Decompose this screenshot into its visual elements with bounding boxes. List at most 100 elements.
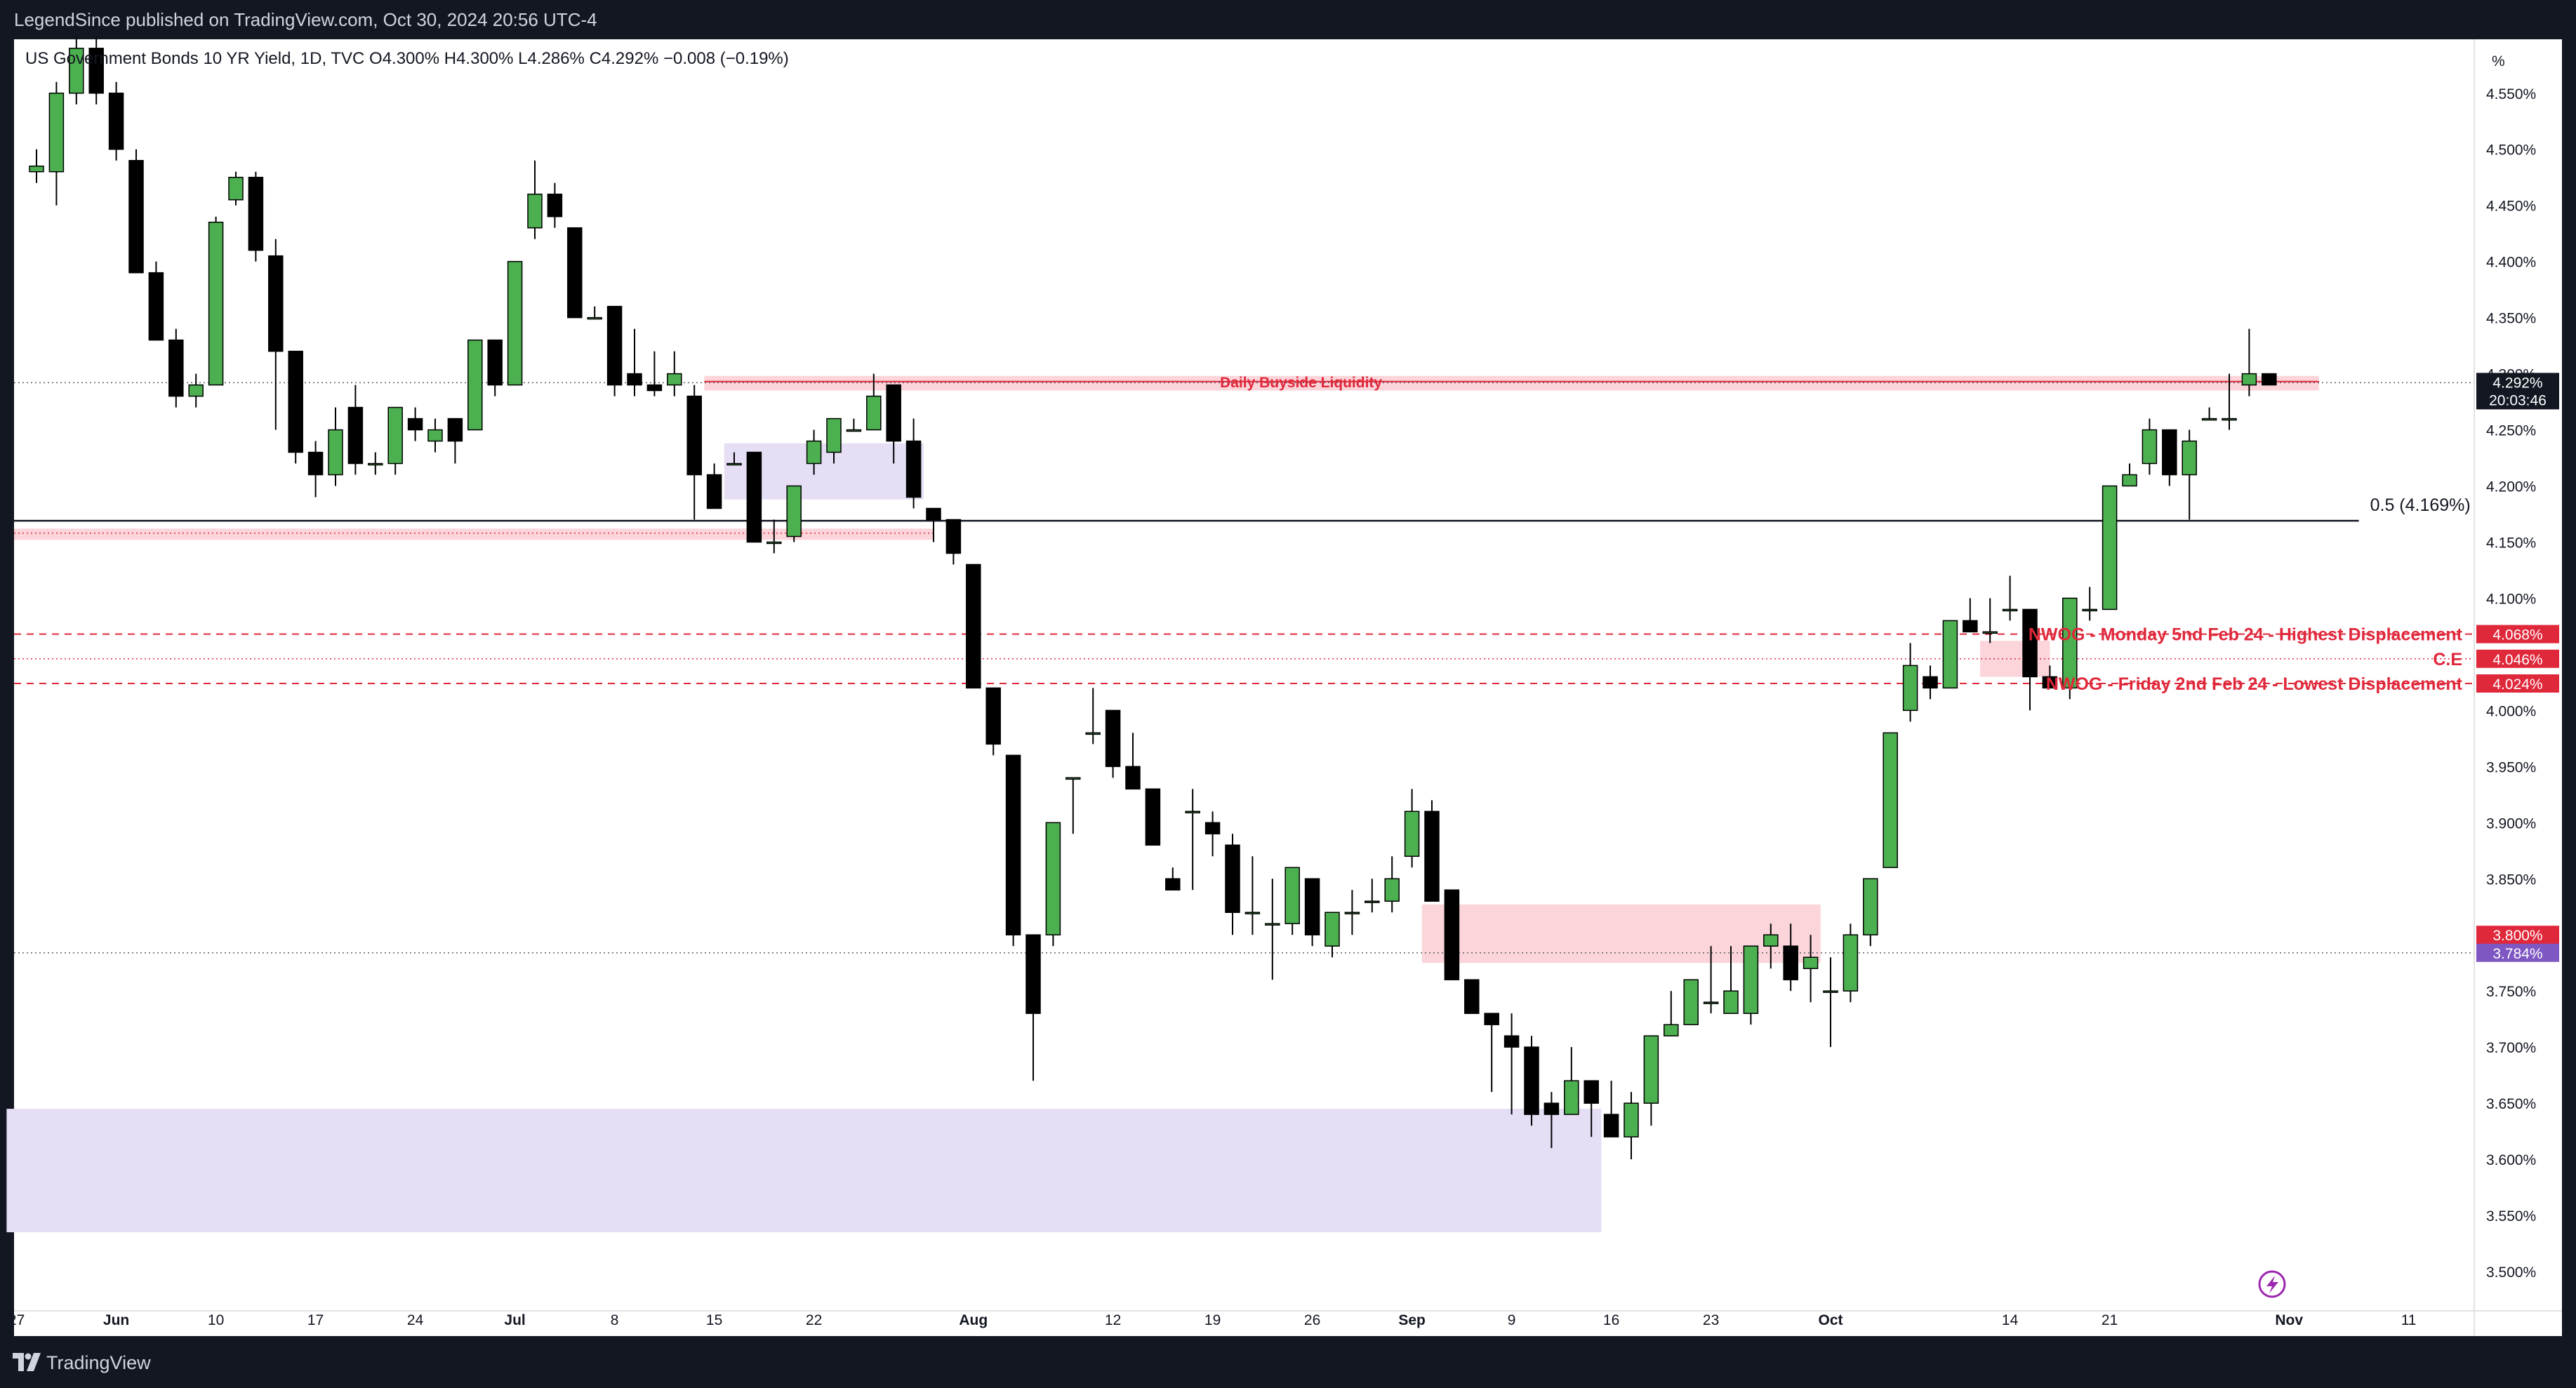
candle[interactable] [148, 261, 164, 341]
candle[interactable] [1125, 733, 1141, 790]
candle[interactable] [1005, 754, 1021, 947]
candle[interactable] [2042, 665, 2058, 689]
candle[interactable] [1942, 620, 1958, 689]
candle[interactable] [1783, 923, 1798, 992]
candle[interactable] [1464, 979, 1480, 1014]
candle[interactable] [2122, 463, 2137, 487]
candle[interactable] [1105, 709, 1121, 778]
candle[interactable] [1923, 665, 1938, 700]
candle[interactable] [1284, 867, 1300, 935]
candle[interactable] [1225, 834, 1240, 935]
candle[interactable] [567, 227, 583, 319]
candle[interactable] [268, 239, 284, 430]
candle[interactable] [288, 350, 303, 464]
candle[interactable] [2022, 608, 2038, 711]
candle[interactable] [128, 149, 144, 274]
candle[interactable] [2201, 407, 2217, 421]
candle[interactable] [387, 406, 403, 475]
candle[interactable] [29, 149, 44, 183]
candle[interactable] [48, 81, 65, 206]
candle[interactable] [1664, 991, 1679, 1036]
candle[interactable] [1324, 912, 1340, 958]
candle[interactable] [966, 563, 981, 689]
candle[interactable] [507, 260, 523, 386]
candle[interactable] [587, 306, 602, 320]
candle[interactable] [1763, 923, 1779, 969]
candle[interactable] [826, 418, 842, 464]
lightning-icon[interactable] [2258, 1270, 2286, 1298]
candle[interactable] [527, 160, 543, 239]
candle[interactable] [88, 36, 104, 105]
candle[interactable] [945, 519, 962, 565]
candle[interactable] [2182, 429, 2197, 520]
candle[interactable] [1484, 1013, 1499, 1093]
candle[interactable] [1384, 856, 1400, 913]
candle[interactable] [2241, 328, 2257, 396]
candle[interactable] [1524, 1036, 1539, 1126]
candle[interactable] [108, 81, 124, 161]
tradingview-logo[interactable]: TradingView [13, 1352, 223, 1374]
candle[interactable] [1564, 1047, 1579, 1115]
candle[interactable] [228, 171, 244, 206]
candle[interactable] [1025, 934, 1041, 1081]
candle[interactable] [368, 452, 383, 475]
candle[interactable] [1743, 945, 1759, 1025]
candle[interactable] [726, 452, 742, 466]
candle[interactable] [846, 418, 862, 432]
candle[interactable] [1883, 732, 1898, 869]
candle[interactable] [1185, 789, 1200, 890]
candle[interactable] [1204, 811, 1221, 857]
candle[interactable] [1843, 923, 1859, 1003]
candle[interactable] [208, 216, 224, 386]
candle[interactable] [706, 463, 722, 509]
candle[interactable] [467, 339, 483, 431]
candle[interactable] [2142, 418, 2158, 475]
candle[interactable] [905, 418, 922, 509]
candle[interactable] [1145, 788, 1161, 846]
candle[interactable] [328, 407, 343, 486]
candle[interactable] [1244, 856, 1261, 935]
candle[interactable] [926, 507, 941, 542]
candle[interactable] [1723, 946, 1739, 1014]
candle[interactable] [2002, 575, 2018, 621]
candle[interactable] [188, 373, 204, 408]
candle[interactable] [786, 485, 802, 542]
candle[interactable] [407, 407, 423, 441]
candle[interactable] [1902, 643, 1918, 722]
candle[interactable] [1503, 1013, 1520, 1115]
candle[interactable] [646, 351, 663, 396]
candle[interactable] [1344, 890, 1360, 935]
candle[interactable] [746, 451, 762, 543]
candle[interactable] [547, 182, 563, 228]
candle[interactable] [985, 687, 1001, 756]
candle[interactable] [1424, 800, 1440, 902]
candle[interactable] [1963, 598, 1978, 633]
candle[interactable] [627, 328, 642, 396]
candle[interactable] [806, 429, 822, 475]
candle[interactable] [307, 441, 324, 498]
candle[interactable] [1603, 1081, 1619, 1137]
candle[interactable] [1823, 957, 1838, 1048]
candle[interactable] [168, 328, 184, 408]
candle[interactable] [667, 351, 682, 396]
candle[interactable] [766, 519, 782, 554]
candle[interactable] [347, 385, 364, 475]
candle[interactable] [1444, 889, 1460, 980]
candle[interactable] [686, 385, 702, 520]
candle[interactable] [1265, 879, 1280, 980]
candle[interactable] [606, 305, 623, 396]
candle[interactable] [1863, 878, 1878, 947]
candle[interactable] [1543, 1092, 1560, 1149]
candle[interactable] [1065, 777, 1081, 834]
candle[interactable] [2102, 485, 2118, 610]
candle[interactable] [2062, 597, 2078, 700]
candle[interactable] [69, 36, 84, 105]
candle[interactable] [1045, 822, 1061, 947]
candle[interactable] [1683, 979, 1699, 1025]
candle[interactable] [866, 373, 882, 431]
candle[interactable] [1643, 1035, 1659, 1126]
candle[interactable] [886, 384, 901, 464]
candle[interactable] [487, 339, 503, 396]
candle[interactable] [2082, 587, 2097, 621]
